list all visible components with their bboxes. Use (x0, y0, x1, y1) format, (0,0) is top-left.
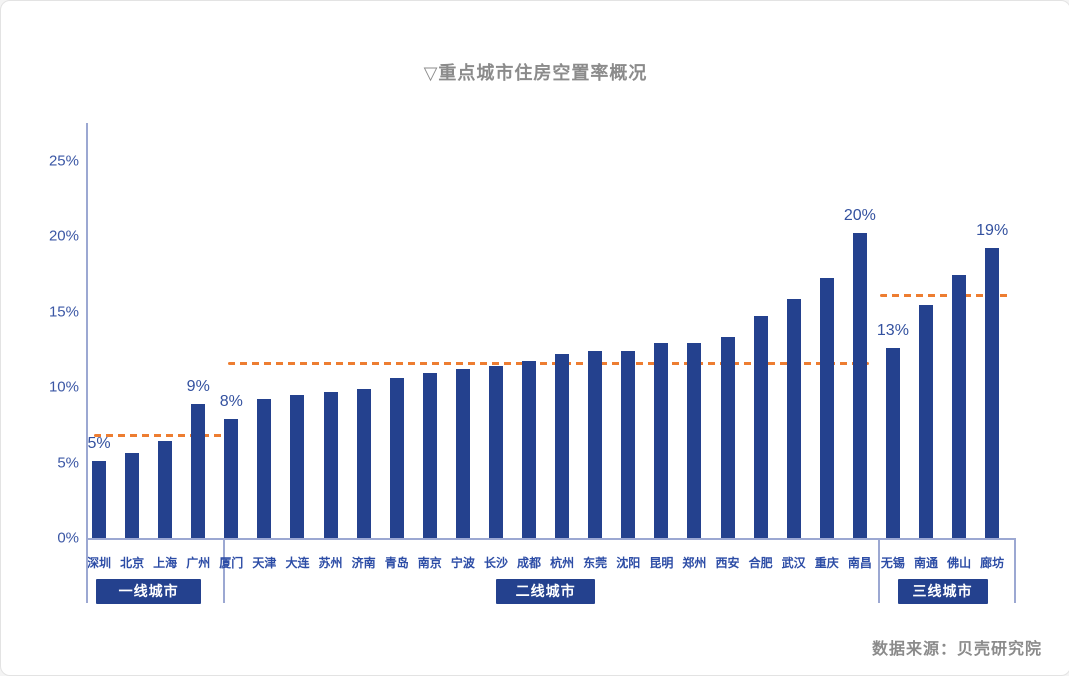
bar (720, 337, 735, 538)
city-label: 广州 (186, 556, 211, 570)
city-label: 厦门 (219, 556, 244, 570)
city-label: 青岛 (384, 556, 409, 570)
city-label: 长沙 (483, 556, 508, 570)
bar (125, 453, 140, 538)
city-label: 宁波 (450, 556, 475, 570)
city-label: 昆明 (649, 556, 674, 570)
bar (588, 350, 603, 538)
bar-value-label: 5% (87, 434, 111, 452)
average-dashed-line (880, 293, 1009, 297)
city-label: 天津 (252, 556, 277, 570)
group-divider-line (1014, 538, 1016, 603)
city-label: 上海 (153, 556, 178, 570)
city-label: 南京 (417, 556, 442, 570)
bar-value-label: 8% (219, 392, 243, 410)
bar (389, 377, 404, 538)
bar (555, 353, 570, 538)
group-label-box: 二线城市 (496, 579, 596, 604)
bar (786, 299, 801, 538)
city-label: 济南 (351, 556, 376, 570)
city-label: 杭州 (550, 556, 575, 570)
city-label: 南通 (913, 556, 938, 570)
bar (224, 418, 239, 538)
city-label: 沈阳 (616, 556, 641, 570)
chart-title: ▽重点城市住房空置率概况 (423, 63, 648, 83)
city-label: 北京 (120, 556, 145, 570)
group-label-box: 一线城市 (96, 579, 202, 604)
city-label: 无锡 (880, 556, 905, 570)
bar (488, 365, 503, 538)
bar (952, 275, 967, 538)
bar (687, 343, 702, 538)
bar (621, 350, 636, 538)
bar (919, 305, 933, 538)
bar (92, 460, 106, 538)
group-label-box: 三线城市 (897, 579, 988, 604)
average-dashed-line (228, 361, 869, 365)
city-label: 西安 (715, 556, 740, 570)
city-label: 南昌 (847, 556, 872, 570)
group-divider-line (878, 538, 880, 603)
y-axis-tick-label: 20% (48, 227, 79, 245)
bar-value-label: 20% (843, 206, 876, 224)
y-axis-tick-label: 10% (48, 378, 79, 396)
city-label: 苏州 (318, 556, 343, 570)
city-label: 武汉 (781, 556, 806, 570)
bar (356, 388, 371, 538)
city-label: 重庆 (814, 556, 839, 570)
bar-value-label: 19% (976, 222, 1009, 240)
data-source-note: 数据来源：贝壳研究院 (871, 641, 1042, 658)
y-axis-tick-label: 5% (57, 454, 79, 471)
bar (819, 278, 834, 538)
bar-value-label: 9% (186, 377, 210, 395)
average-dashed-line (94, 434, 225, 438)
bar (654, 343, 669, 538)
axis-lower-extension (86, 538, 88, 603)
city-label: 佛山 (947, 556, 972, 570)
bar (885, 347, 900, 538)
city-label: 廊坊 (980, 556, 1005, 570)
bar (191, 403, 206, 538)
bar (290, 394, 305, 538)
bar (753, 316, 768, 538)
city-label: 郑州 (682, 556, 707, 570)
city-label: 大连 (285, 556, 310, 570)
bar (985, 248, 1000, 538)
city-label: 东莞 (583, 556, 608, 570)
y-axis-tick-label: 15% (48, 303, 79, 320)
bar (422, 373, 437, 538)
city-label: 成都 (517, 556, 542, 570)
y-axis-tick-label: 0% (57, 529, 79, 547)
bar (257, 399, 272, 538)
city-label: 深圳 (86, 556, 111, 570)
y-axis-line (86, 123, 88, 603)
bar (522, 361, 537, 538)
y-axis-tick-label: 25% (48, 152, 79, 169)
bar (323, 391, 338, 538)
bar (455, 368, 470, 538)
bar (158, 441, 173, 538)
city-label: 合肥 (748, 556, 773, 570)
bar-value-label: 13% (876, 321, 909, 339)
group-divider-line (223, 538, 225, 603)
x-axis-line (86, 538, 1014, 540)
bar (852, 232, 867, 538)
